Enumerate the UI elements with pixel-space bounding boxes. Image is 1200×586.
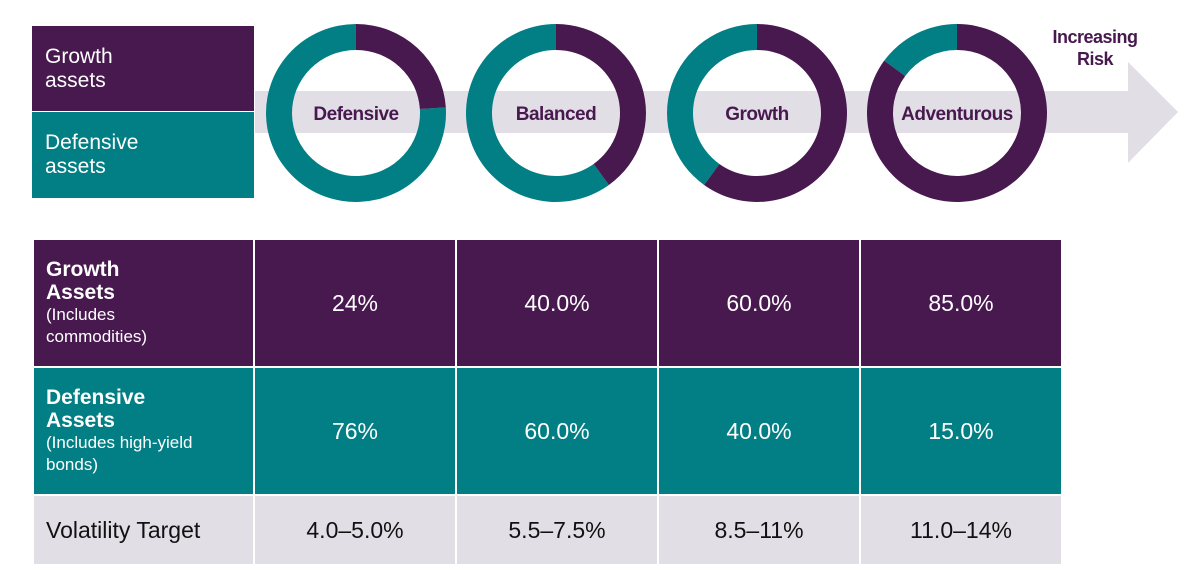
row-subtitle: (Includes high-yield bonds) xyxy=(46,433,193,474)
table-cell: 4.0–5.0% xyxy=(253,494,457,566)
table-row-growth-assets: Growth Assets (Includes commodities) 24%… xyxy=(32,238,1063,368)
table-cell: 40.0% xyxy=(455,238,659,368)
table-cell: 85.0% xyxy=(859,238,1063,368)
donut-slice-defensive xyxy=(466,24,609,202)
donut-label: Defensive xyxy=(313,104,398,125)
risk-label-line1: Increasing xyxy=(1052,27,1138,47)
legend-growth-assets: Growth assets xyxy=(32,26,254,111)
legend-growth-label: Growth assets xyxy=(45,44,113,92)
row-subtitle: (Includes commodities) xyxy=(46,305,148,346)
table-row-volatility-target: Volatility Target 4.0–5.0% 5.5–7.5% 8.5–… xyxy=(32,494,1063,566)
row-title: Volatility Target xyxy=(46,516,201,543)
donut-slice-defensive xyxy=(667,24,757,186)
table-cell: 15.0% xyxy=(859,366,1063,496)
donut-adventurous: Adventurous xyxy=(867,24,1047,202)
donut-slice-growth xyxy=(356,24,446,110)
donut-defensive: Defensive xyxy=(266,24,447,202)
donut-label: Balanced xyxy=(516,104,596,125)
row-title: Growth Assets xyxy=(46,258,120,304)
risk-arrow xyxy=(255,62,1178,163)
donut-growth: Growth xyxy=(667,24,847,202)
table-cell: 60.0% xyxy=(657,238,861,368)
table-cell: 11.0–14% xyxy=(859,494,1063,566)
table-cell: 24% xyxy=(253,238,457,368)
risk-donut-chart: Defensive Balanced Growth Adventurous xyxy=(255,24,1178,202)
legend-defensive-assets: Defensive assets xyxy=(32,112,254,198)
table-cell: 8.5–11% xyxy=(657,494,861,566)
row-header-volatility: Volatility Target xyxy=(32,494,255,566)
table-cell: 40.0% xyxy=(657,366,861,496)
allocation-table: Growth Assets (Includes commodities) 24%… xyxy=(32,238,1063,566)
donut-slice-growth xyxy=(704,24,847,202)
risk-label-line2: Risk xyxy=(1076,49,1114,69)
table-cell: 76% xyxy=(253,366,457,496)
legend-defensive-label: Defensive assets xyxy=(45,131,139,178)
row-title: Defensive Assets xyxy=(46,386,146,432)
table-cell: 60.0% xyxy=(455,366,659,496)
donut-balanced: Balanced xyxy=(466,24,647,202)
donut-label: Growth xyxy=(725,104,789,125)
increasing-risk-label: Increasing Risk xyxy=(1030,26,1160,70)
table-row-defensive-assets: Defensive Assets (Includes high-yield bo… xyxy=(32,366,1063,496)
donut-slice-growth xyxy=(556,24,647,186)
donut-slice-defensive xyxy=(884,24,957,76)
table-cell: 5.5–7.5% xyxy=(455,494,659,566)
row-header-defensive: Defensive Assets (Includes high-yield bo… xyxy=(32,366,255,496)
row-header-growth: Growth Assets (Includes commodities) xyxy=(32,238,255,368)
donut-label: Adventurous xyxy=(901,104,1013,125)
